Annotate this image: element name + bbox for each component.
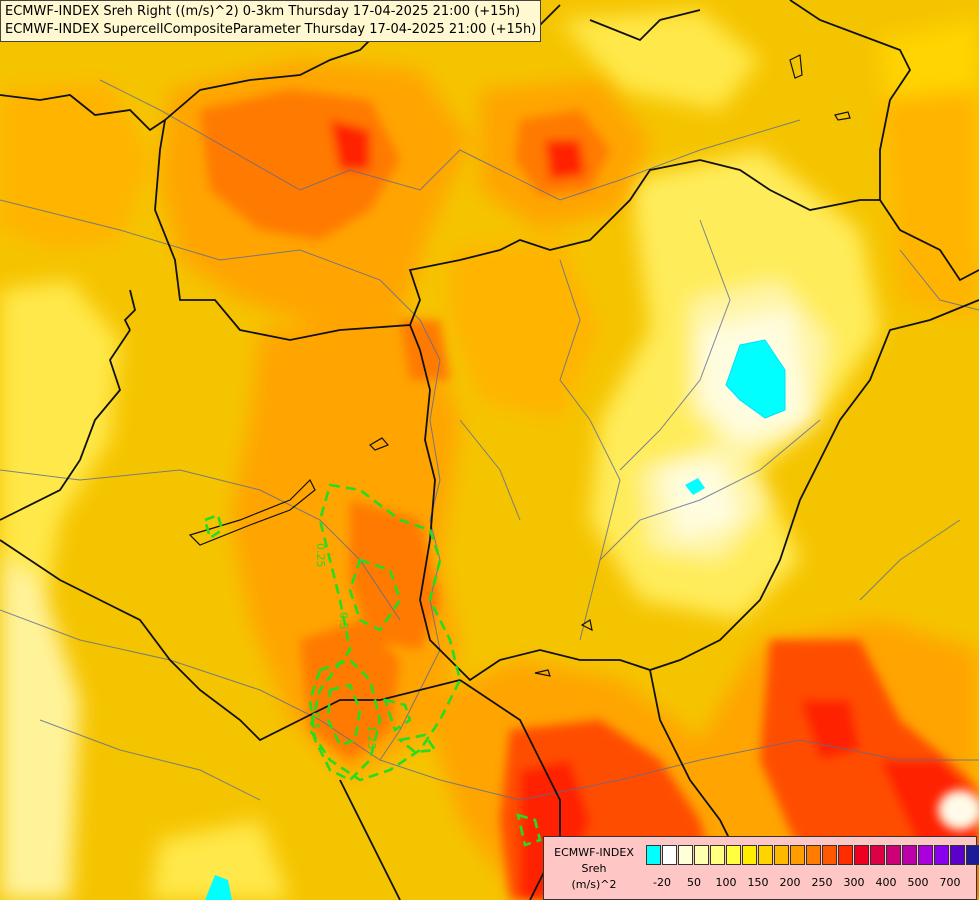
legend-tick-label: 700: [939, 876, 961, 889]
legend-swatch: [854, 845, 869, 865]
legend-swatch: [918, 845, 933, 865]
map-title-sreh: ECMWF-INDEX Sreh Right ((m/s)^2) 0-3km T…: [5, 4, 521, 19]
scp-contour-small-3: [397, 733, 438, 754]
scp-contour-inner-2: [326, 683, 362, 747]
legend-swatch: [646, 845, 661, 865]
scp-contour-small-1: [203, 513, 224, 541]
scp-contour-label: 0.25: [314, 543, 327, 568]
legend-swatch: [710, 845, 725, 865]
legend-swatch: [662, 845, 677, 865]
lakes: [188, 54, 851, 677]
legend-swatch: [902, 845, 917, 865]
legend-swatch: [966, 845, 979, 865]
scp-contour-mid: [348, 558, 402, 632]
sreh-field-negative-values: [205, 339, 786, 900]
legend-swatch: [838, 845, 853, 865]
legend-title-unit: (m/s)^2: [571, 878, 617, 891]
legend-swatch: [886, 845, 901, 865]
legend-swatches: [646, 845, 979, 865]
scp-contour-label: 1.25: [365, 725, 378, 750]
legend-swatch: [678, 845, 693, 865]
legend-tick-label: 400: [875, 876, 897, 889]
legend-tick-label: 200: [779, 876, 801, 889]
legend-swatch: [822, 845, 837, 865]
legend-tick-label: 150: [747, 876, 769, 889]
legend-swatch: [774, 845, 789, 865]
legend-swatch: [870, 845, 885, 865]
legend-title: ECMWF-INDEX Sreh (m/s)^2: [544, 845, 644, 893]
legend-tick-label: 250: [811, 876, 833, 889]
legend-swatch: [758, 845, 773, 865]
legend-tick-label: 50: [687, 876, 701, 889]
scp-contour-inner-1: [308, 658, 382, 782]
legend-swatch: [806, 845, 821, 865]
map-title-box: ECMWF-INDEX Sreh Right ((m/s)^2) 0-3km T…: [0, 0, 542, 42]
sreh-field-white-spot: [938, 790, 979, 830]
legend-tick-label: 500: [907, 876, 929, 889]
legend-title-model: ECMWF-INDEX: [554, 846, 634, 859]
legend-tick-label: 300: [843, 876, 865, 889]
legend-tick-label: 100: [715, 876, 737, 889]
legend-swatch: [934, 845, 949, 865]
legend-swatch: [694, 845, 709, 865]
scp-contours: [203, 483, 542, 847]
scp-contour-inner-3: [383, 698, 412, 733]
scp-contour-small-2: [516, 813, 542, 847]
legend-swatch: [742, 845, 757, 865]
scp-contour-label: 0.5: [309, 712, 322, 730]
legend-tick-label: -20: [653, 876, 671, 889]
legend-swatch: [950, 845, 965, 865]
scp-contour-outer: [308, 483, 462, 782]
legend-swatch: [726, 845, 741, 865]
legend-swatch: [790, 845, 805, 865]
color-legend: ECMWF-INDEX Sreh (m/s)^2 -20 50 100 150 200 2…: [543, 836, 979, 900]
rivers: [0, 79, 979, 801]
map-title-scp: ECMWF-INDEX SupercellCompositeParameter …: [5, 22, 537, 37]
legend-ticks: -20 50 100 150 200 250 300 400 500 700: [646, 876, 976, 892]
legend-title-parameter: Sreh: [581, 862, 607, 875]
sreh-field-low-values: [0, 10, 979, 900]
scp-contour-label: 0.5: [337, 612, 350, 630]
